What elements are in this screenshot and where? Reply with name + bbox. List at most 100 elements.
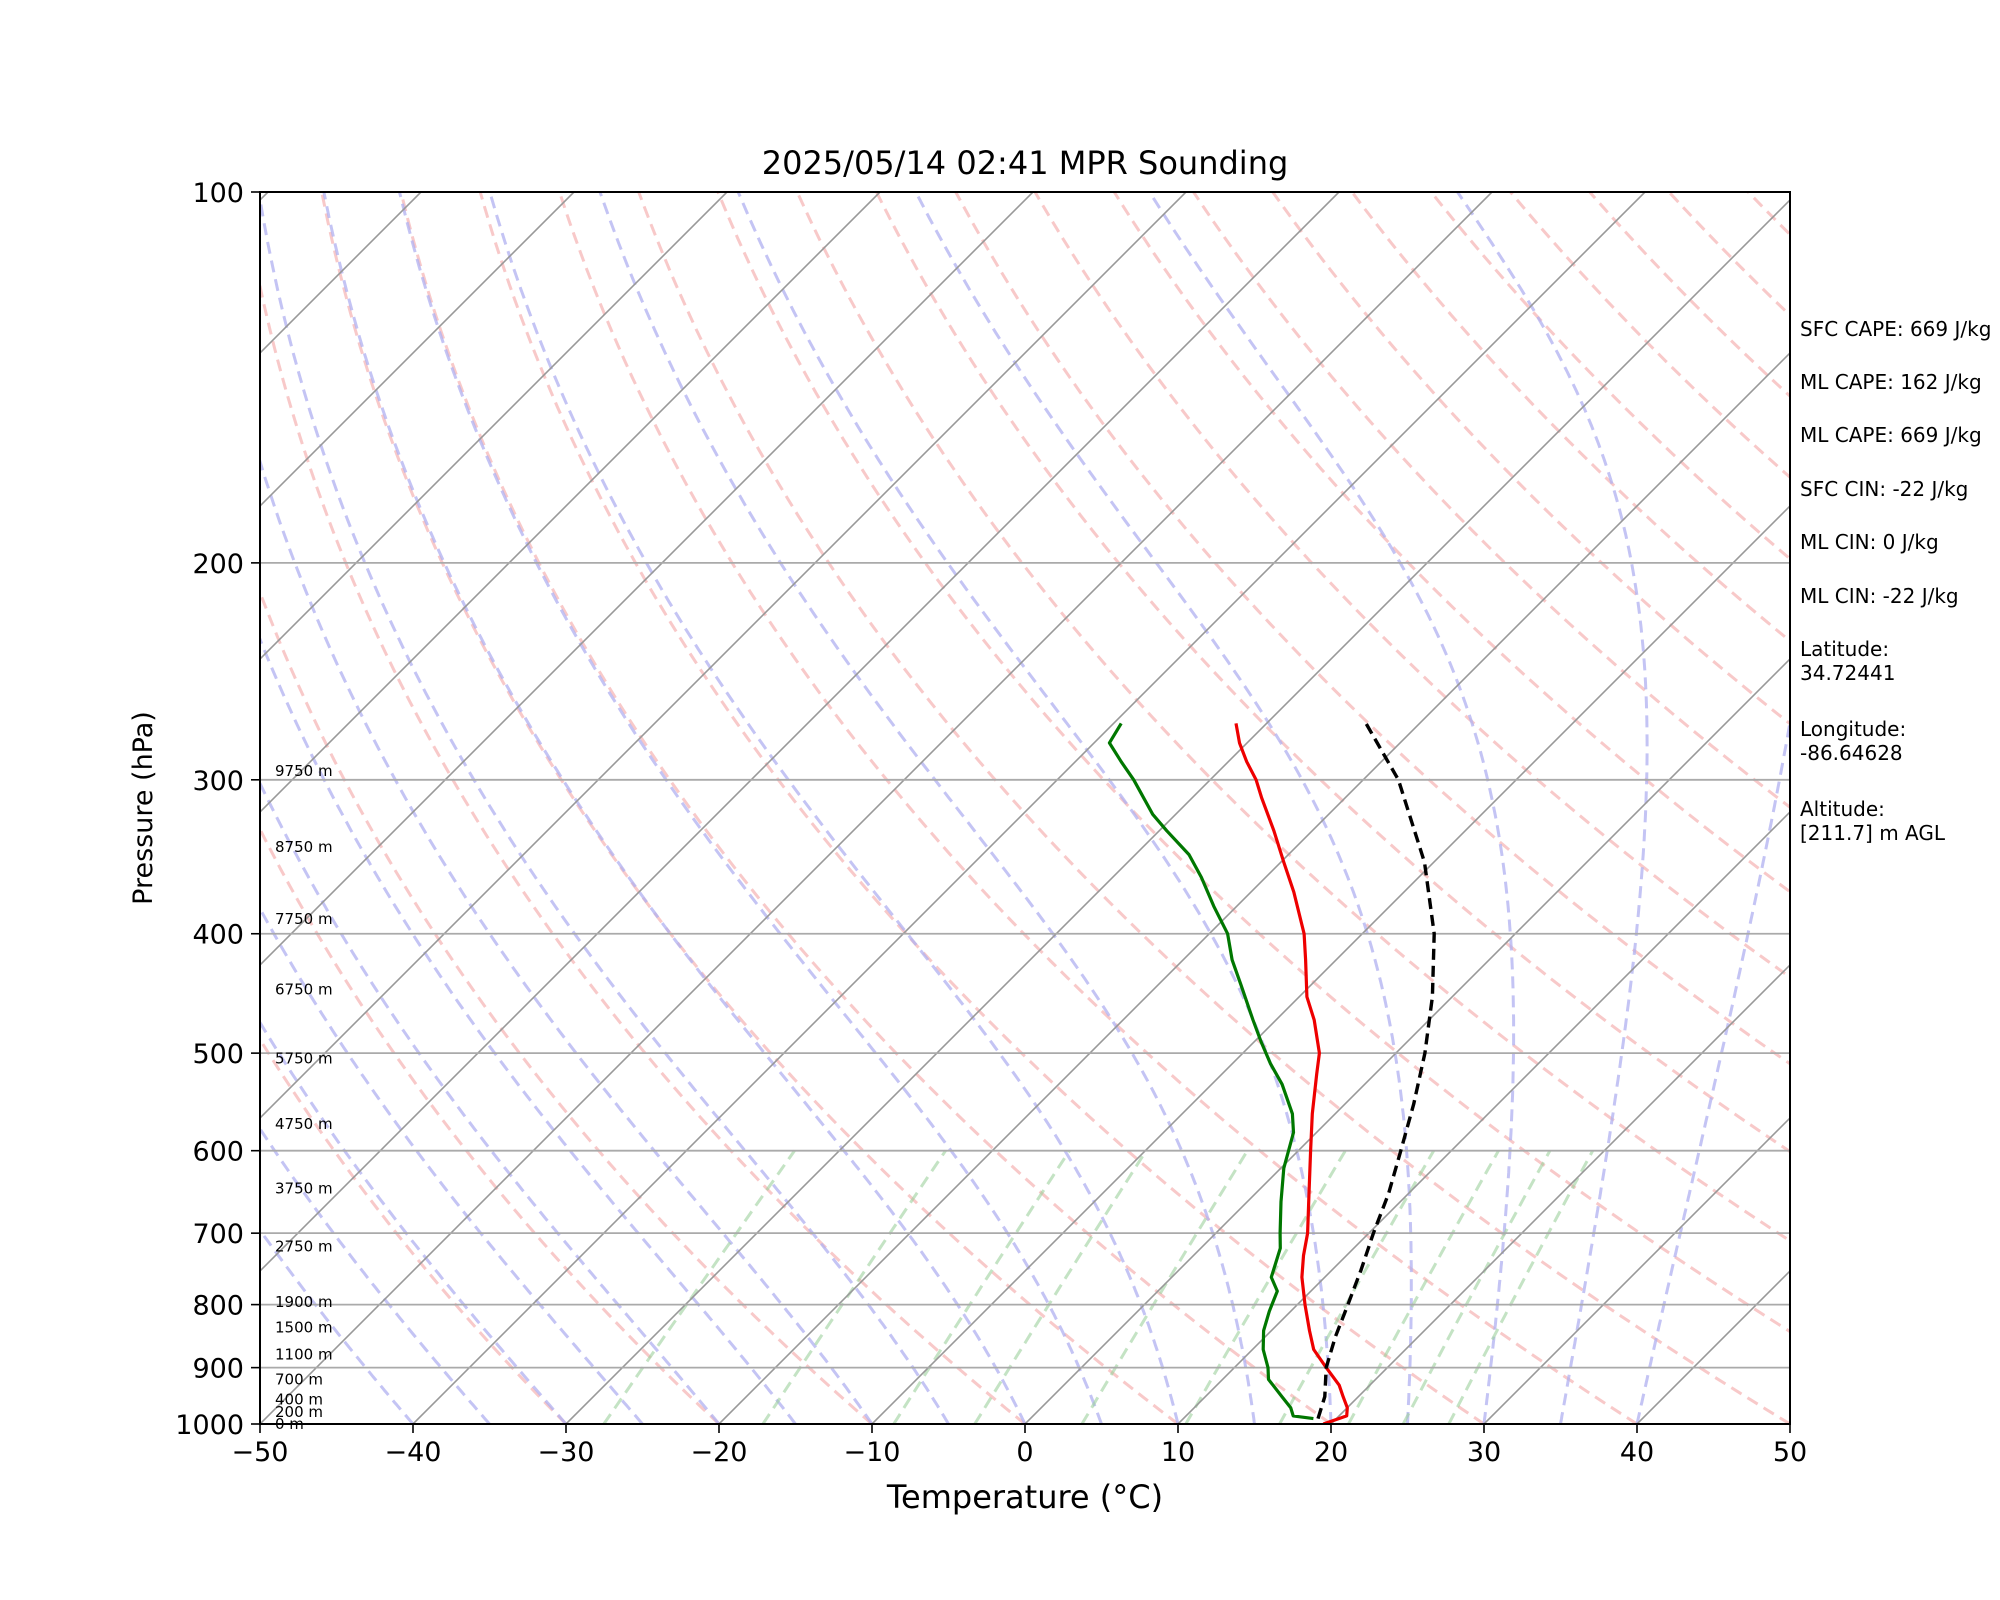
mixing-ratio-line xyxy=(1447,1149,1595,1424)
dry-adiabat-line xyxy=(795,192,1790,1243)
y-tick-label: 700 xyxy=(192,1219,244,1250)
x-tick-label: −20 xyxy=(691,1437,748,1468)
dry-adiabat-line xyxy=(558,192,1638,1424)
moist-adiabat-line xyxy=(398,192,1103,1424)
temperature-line xyxy=(1234,723,1349,1424)
longitude-text: Longitude: -86.64628 xyxy=(1800,717,1907,765)
ml-cin-text-2: ML CIN: -22 J/kg xyxy=(1800,584,1959,608)
height-label: 4750 m xyxy=(275,1115,333,1133)
x-tick-label: −30 xyxy=(538,1437,595,1468)
x-tick-label: 50 xyxy=(1773,1437,1807,1468)
mixing-ratio-line xyxy=(1080,1149,1249,1424)
y-tick-label: 600 xyxy=(192,1137,244,1168)
isotherm-line xyxy=(260,192,1034,967)
dry-adiabat-line xyxy=(954,192,1790,1066)
x-axis-label: Temperature (°C) xyxy=(886,1478,1163,1516)
dry-adiabat-line xyxy=(1350,192,1790,643)
isotherm-line xyxy=(260,192,881,814)
ml-cape-text-2: ML CAPE: 669 J/kg xyxy=(1800,423,1982,447)
height-label: 0 m xyxy=(275,1415,304,1433)
height-label: 1900 m xyxy=(275,1293,333,1311)
isotherm-line xyxy=(260,192,575,508)
isotherm-line xyxy=(1483,1116,1790,1424)
dry-adiabat-line xyxy=(1509,192,1790,480)
isotherm-line xyxy=(1177,810,1790,1424)
isotherm-line xyxy=(1024,657,1790,1424)
x-tick-label: 0 xyxy=(1016,1437,1033,1468)
moist-adiabat-line xyxy=(736,192,1333,1424)
sfc-cape-text: SFC CAPE: 669 J/kg xyxy=(1800,317,1992,341)
isotherm-line xyxy=(260,192,1187,1120)
moist-adiabat-line xyxy=(1456,192,1649,1424)
height-label: 7750 m xyxy=(275,910,333,928)
moist-adiabat-line xyxy=(260,1126,491,1424)
dewpoint-line xyxy=(1107,722,1314,1421)
mixing-ratio-line xyxy=(973,1149,1148,1424)
y-tick-label: 100 xyxy=(192,178,244,209)
isotherm-line xyxy=(260,192,1493,1424)
height-label: 2750 m xyxy=(275,1238,333,1256)
moist-adiabat-line xyxy=(260,1019,568,1424)
dry-adiabat-line xyxy=(260,1036,568,1424)
isotherm-line xyxy=(1330,963,1790,1424)
y-tick-label: 900 xyxy=(192,1354,244,1385)
mixing-ratio-line xyxy=(1184,1149,1347,1424)
moist-adiabat-line xyxy=(914,192,1413,1424)
y-tick-label: 200 xyxy=(192,549,244,580)
isotherm-line xyxy=(565,198,1790,1424)
latitude-text: Latitude: 34.72441 xyxy=(1800,637,1896,685)
altitude-text: Altitude: [211.7] m AGL xyxy=(1800,797,1946,845)
y-tick-label: 300 xyxy=(192,766,244,797)
height-label: 200 m xyxy=(275,1403,323,1421)
isotherm-line xyxy=(871,504,1790,1424)
mixing-ratio-line xyxy=(1347,1149,1500,1424)
moist-adiabat-line xyxy=(1635,713,1790,1424)
moist-adiabat-line xyxy=(260,456,874,1424)
profile-lines xyxy=(1107,722,1436,1424)
y-tick-label: 400 xyxy=(192,920,244,951)
sfc-cin-text: SFC CIN: -22 J/kg xyxy=(1800,477,1969,501)
dry-adiabat-line xyxy=(399,192,1332,1424)
dry-adiabat-line xyxy=(260,279,1026,1424)
height-label: 400 m xyxy=(275,1390,323,1408)
isotherm-line xyxy=(718,351,1790,1424)
y-axis-label: Pressure (hPa) xyxy=(128,711,159,905)
ml-cin-text: ML CIN: 0 J/kg xyxy=(1800,530,1939,554)
plot-area xyxy=(260,192,1790,1424)
dry-adiabat-line xyxy=(1033,192,1790,980)
dry-adiabat-line xyxy=(637,192,1790,1424)
moist-adiabat-line xyxy=(488,192,1180,1424)
height-label: 8750 m xyxy=(275,838,333,856)
x-tick-label: −50 xyxy=(232,1437,289,1468)
mixing-ratio-line xyxy=(761,1149,947,1424)
x-tick-label: 40 xyxy=(1620,1437,1654,1468)
height-label: 3750 m xyxy=(275,1180,333,1198)
mixing-ratio-line xyxy=(1401,1149,1552,1424)
height-label: 6750 m xyxy=(275,981,333,999)
isotherm-line xyxy=(412,192,1646,1424)
isotherm-line xyxy=(260,192,1340,1273)
parcel-path-line xyxy=(1316,722,1436,1420)
dry-adiabat-line xyxy=(260,588,873,1424)
thermo-lines xyxy=(260,192,1790,1424)
y-tick-label: 800 xyxy=(192,1291,244,1322)
height-label: 5750 m xyxy=(275,1049,333,1067)
moist-adiabat-line xyxy=(260,192,950,1424)
x-tick-label: 30 xyxy=(1467,1437,1501,1468)
axes: −50 −40 −30 −20 −10 0 10 20 30 40 50 100 200 300 400 50… xyxy=(175,178,1807,1468)
moist-adiabat-line xyxy=(260,905,644,1424)
isotherm-line xyxy=(260,192,728,661)
height-label: 1100 m xyxy=(275,1345,333,1363)
mixing-ratio-line xyxy=(602,1149,796,1424)
height-label: 9750 m xyxy=(275,762,333,780)
dry-adiabat-line xyxy=(1112,192,1790,894)
dry-adiabat-line xyxy=(716,192,1790,1334)
mixing-ratio-line xyxy=(892,1149,1071,1424)
x-tick-label: 20 xyxy=(1314,1437,1348,1468)
dry-adiabat-line xyxy=(875,192,1790,1154)
x-tick-label: −10 xyxy=(844,1437,901,1468)
moist-adiabat-line xyxy=(322,192,1027,1424)
x-tick-label: −40 xyxy=(385,1437,442,1468)
height-label: 700 m xyxy=(275,1370,323,1388)
